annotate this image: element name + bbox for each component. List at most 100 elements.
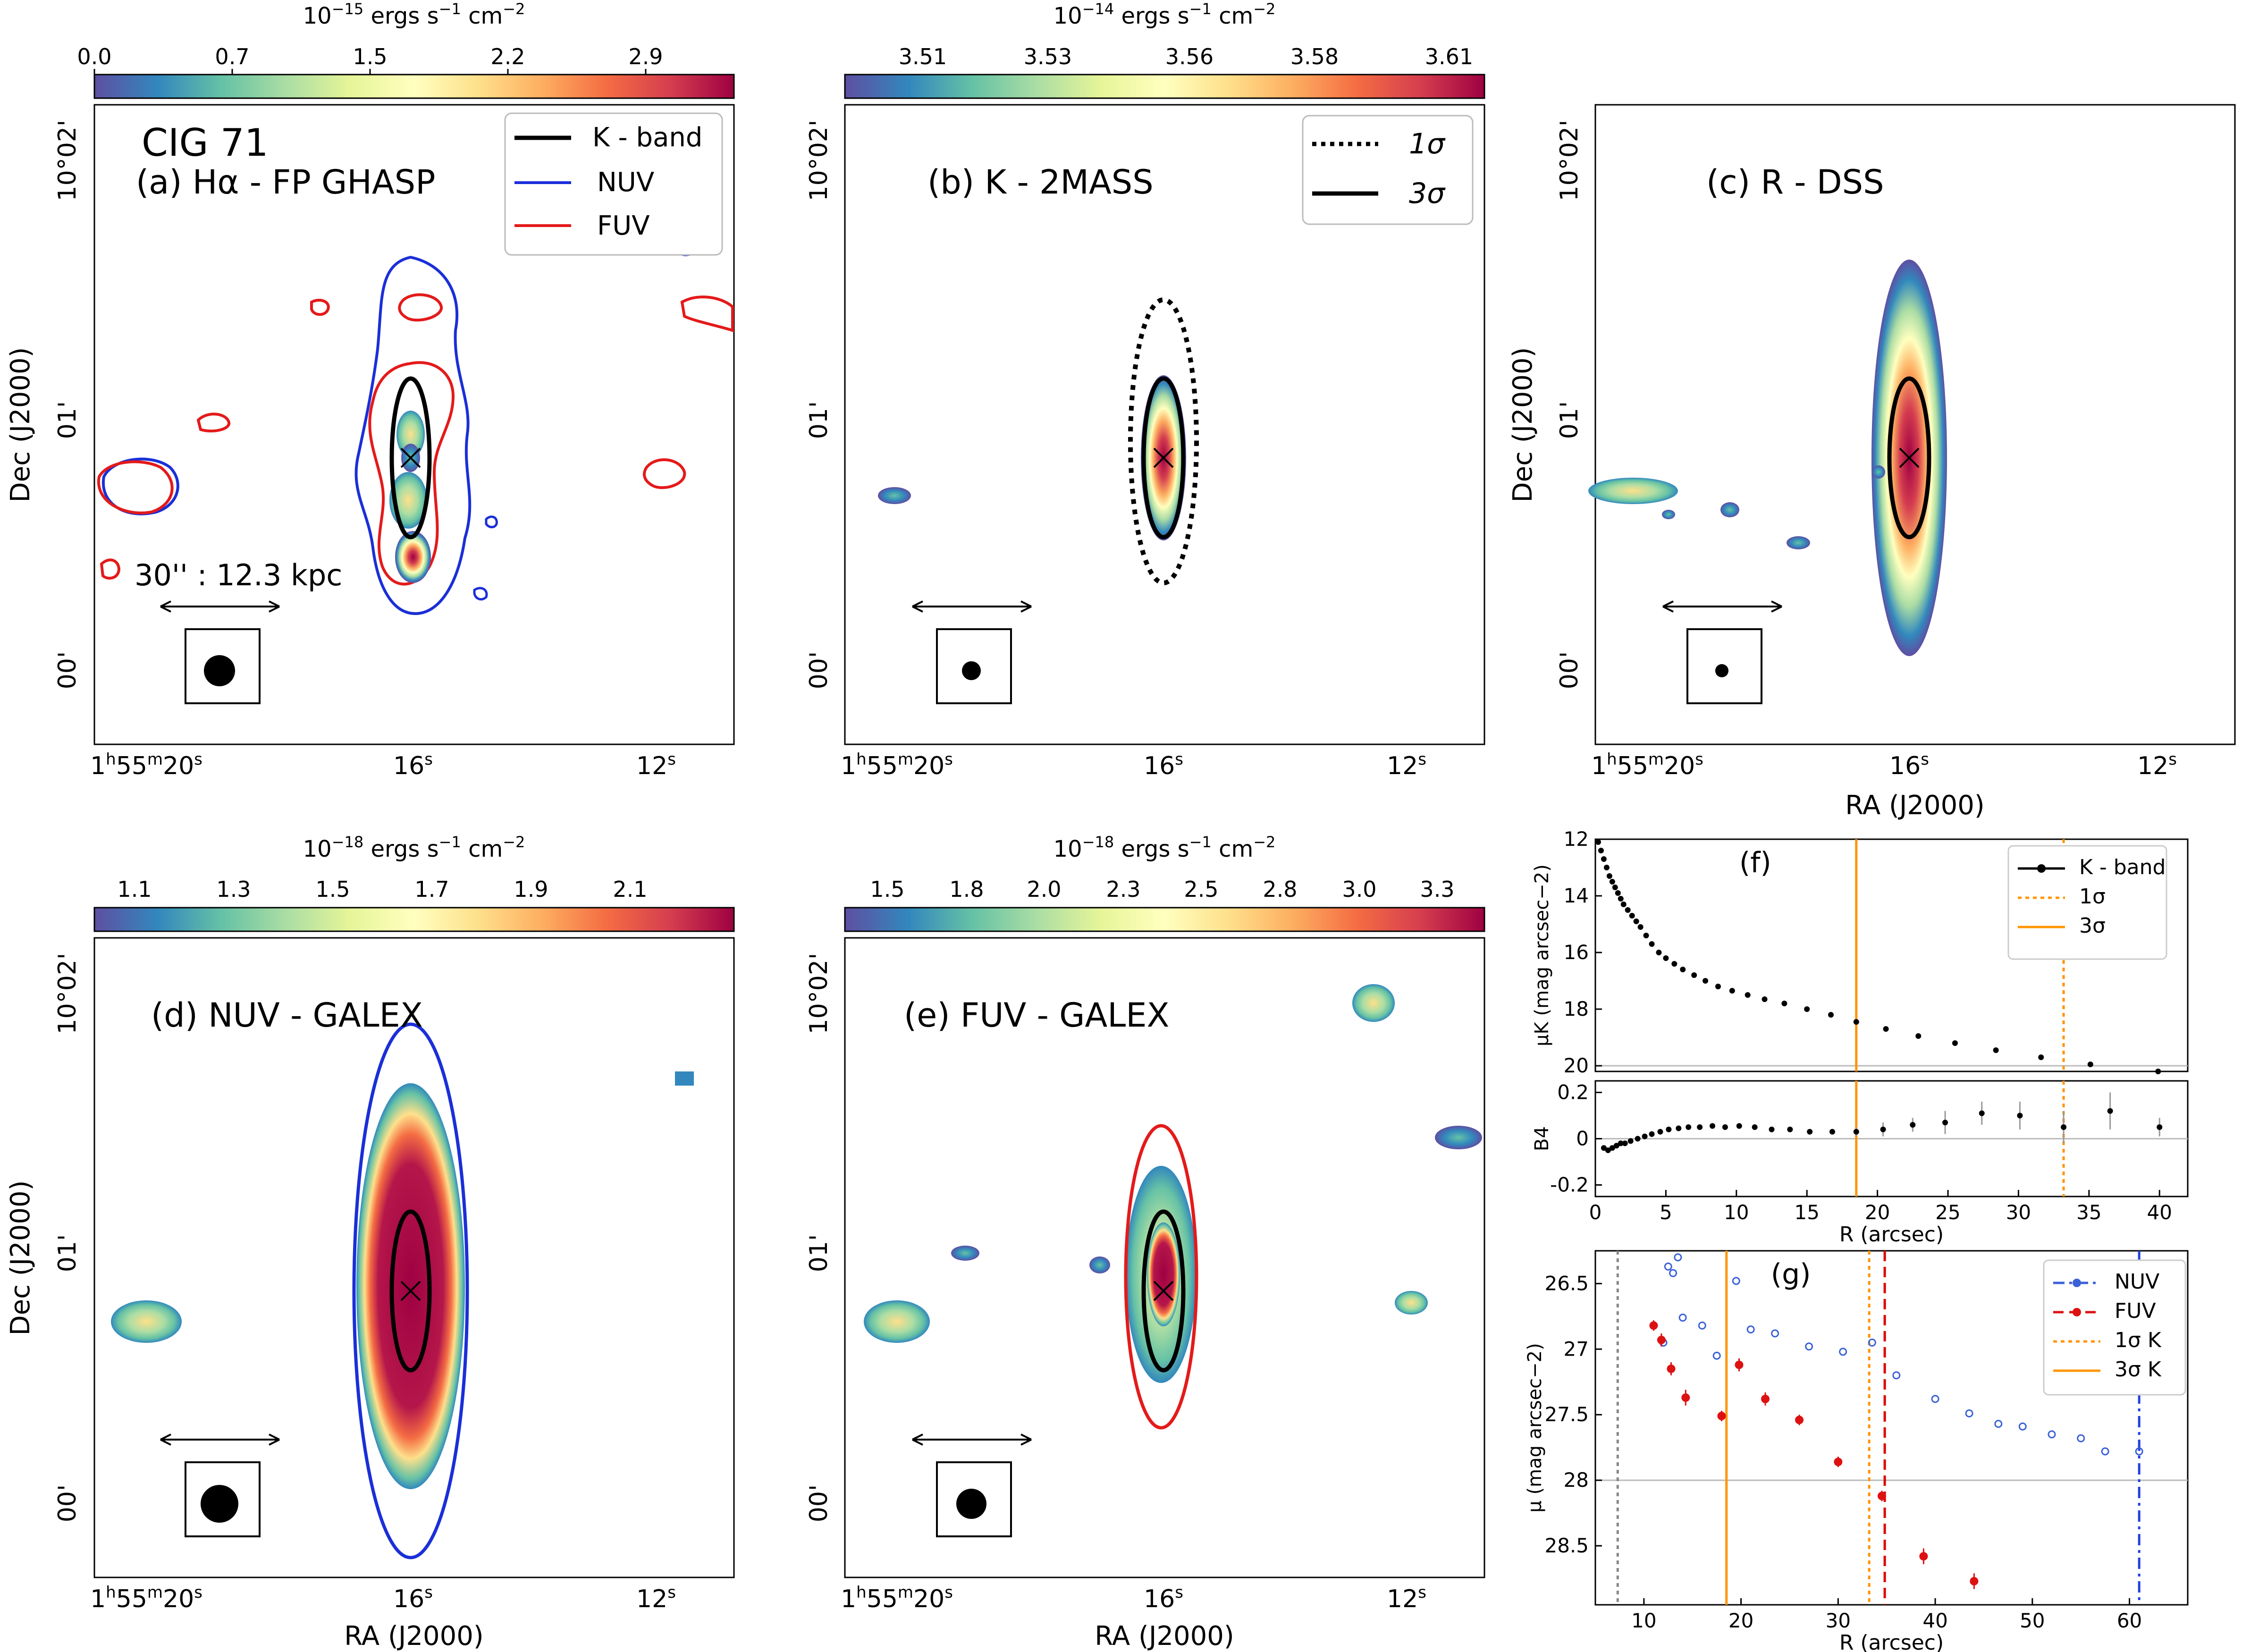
ra-tick: 12s [1387,1583,1426,1613]
cbar-d-tick: 1.3 [216,877,251,902]
data-point [1804,1006,1810,1012]
data-point [1732,1277,1740,1285]
data-point [1883,1026,1889,1032]
data-point [1642,1133,1648,1139]
ra-tick: 16s [1144,750,1183,780]
y-tick-label: 26.5 [1544,1272,1589,1295]
data-point [1807,1129,1813,1135]
data-point [1598,848,1604,853]
svg-text:10−15 ergs s−1 cm−2: 10−15 ergs s−1 cm−2 [303,0,525,29]
data-point [1931,1395,1939,1403]
plot-title: (g) [1771,1258,1811,1291]
data-point [1805,1342,1813,1351]
data-point [1828,1012,1834,1018]
ra-tick: 1h55m20s [90,1583,202,1613]
y-axis-label: μK (mag arcsec−2) [1531,864,1553,1046]
y-tick-label: 16 [1564,941,1589,964]
dec-tick: 10°02' [805,953,833,1035]
cbar-d-tick: 1.9 [514,877,548,902]
data-point [1834,1458,1843,1467]
data-point [1839,1348,1847,1356]
data-point [1979,1110,1985,1116]
data-point [1618,1140,1624,1146]
data-point [1657,1335,1666,1344]
dec-tick: 00' [53,1484,82,1522]
data-point [1970,1577,1979,1585]
data-point [1609,879,1615,885]
x-tick-label: 15 [1794,1201,1819,1224]
data-point [2017,1113,2023,1119]
panel-b-title: (b) K - 2MASS [927,163,1154,202]
data-point [1787,1126,1793,1132]
ra-tick: 12s [1387,750,1426,780]
cbar-a-tick: 1.5 [353,44,387,69]
k-band-1sigma-ellipse [1128,297,1199,585]
center-cross-icon [400,447,421,468]
scale-text: 30'' : 12.3 kpc [135,558,342,592]
beam-box [185,628,261,704]
dec-tick: 10°02' [1555,120,1584,202]
x-tick-label: 30 [2006,1201,2031,1224]
cbar-b-tick: 3.58 [1290,44,1339,69]
data-point [1663,955,1669,961]
data-point [1746,1325,1755,1334]
x-tick-label: 20 [1865,1201,1890,1224]
ra-tick: 16s [1144,1583,1183,1613]
data-point [1615,890,1621,896]
k-band-ellipse [389,376,432,539]
data-point [1643,933,1649,938]
panel-e: 10−18 ergs s−1 cm−2 1.5 1.8 2.0 2.3 2.5 … [805,833,1485,1652]
legend-label: K - band [2079,855,2166,879]
cbar-e-tick: 2.0 [1027,877,1061,902]
dec-axis-label: Dec (J2000) [1508,347,1538,503]
data-point [1618,896,1624,902]
nuv-contour [354,255,472,615]
data-point [1729,988,1735,994]
cbar-e-tick: 2.5 [1184,877,1218,902]
y-tick-label: 20 [1564,1054,1589,1077]
dec-tick: 01' [53,1234,82,1272]
legend-box [2043,1259,2186,1396]
data-point [1666,1126,1672,1132]
x-tick-label: 35 [2076,1201,2101,1224]
dec-tick: 10°02' [53,120,82,202]
fuv-ellipse [1124,1124,1198,1430]
dec-tick: 00' [1555,651,1584,689]
dec-tick: 01' [53,401,82,439]
ra-tick: 16s [1889,750,1929,780]
dec-tick: 01' [805,401,833,439]
data-point [1829,1129,1835,1135]
ra-tick: 1h55m20s [1591,750,1703,780]
panel-d: 10−18 ergs s−1 cm−2 1.1 1.3 1.5 1.7 1.9 … [5,833,735,1652]
dec-tick: 01' [1555,401,1584,439]
ra-tick: 12s [2137,750,2177,780]
data-point [1649,941,1655,947]
panel-c: (c) R - DSS 10°02' 01' 00' Dec (J2000) 1… [1508,104,2236,821]
data-point [1649,1321,1658,1330]
data-point [1669,1269,1677,1277]
x-tick-label: 30 [1826,1609,1851,1632]
dec-axis-label: Dec (J2000) [5,1180,36,1336]
x-tick-label: 40 [2147,1201,2172,1224]
ra-tick: 12s [636,1583,676,1613]
data-point [1722,1124,1728,1130]
data-point [1892,1371,1901,1380]
x-tick-label: 50 [2020,1609,2045,1632]
x-tick-label: 5 [1660,1201,1672,1224]
x-tick-label: 60 [2117,1609,2142,1632]
data-point [1680,967,1686,972]
colorbar-a [93,74,735,99]
data-point [1853,1019,1859,1025]
cbar-e-tick: 1.5 [870,877,904,902]
data-point [2155,1069,2161,1074]
ra-axis-label: RA (J2000) [344,1621,483,1652]
x-tick-label: 25 [1935,1201,1960,1224]
legend-label: 1σ K [2115,1328,2162,1352]
ra-tick: 1h55m20s [841,1583,953,1613]
data-point [1691,972,1697,978]
cbar-a-tick: 0.7 [215,44,249,69]
data-point [1664,1262,1672,1271]
data-point [1625,907,1631,913]
k-band-3sigma-ellipse [1141,376,1186,539]
data-point [1667,1365,1676,1373]
